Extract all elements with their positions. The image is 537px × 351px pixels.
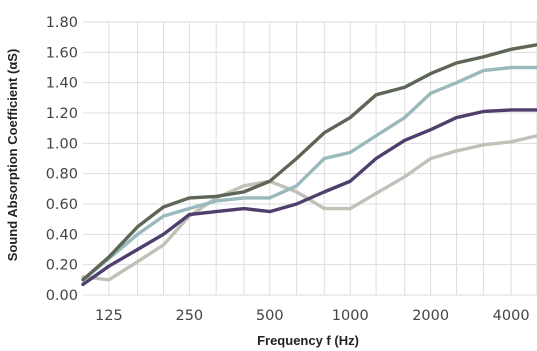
y-tick-label: 0.80: [46, 167, 78, 183]
x-axis-ticks: 125 250 500 1000 2000 4000: [95, 308, 530, 324]
series-line-3: [81, 65, 537, 282]
y-tick-label: 0.40: [46, 227, 78, 243]
series-layer: [81, 43, 537, 287]
x-tick-label: 500: [256, 308, 284, 324]
y-tick-label: 0.00: [46, 288, 78, 304]
x-axis-label: Frequency f (Hz): [257, 333, 359, 348]
x-tick-label: 250: [175, 308, 203, 324]
y-axis-label: Sound Absorption Coefficient (αS): [5, 49, 20, 262]
y-axis-ticks: 0.00 0.20 0.40 0.60 0.80 1.00 1.20 1.40 1.60 1.80: [46, 15, 78, 304]
series-line-4: [81, 43, 537, 282]
series-line-2: [81, 108, 537, 287]
y-tick-label: 0.60: [46, 197, 78, 213]
y-tick-label: 1.20: [46, 106, 78, 122]
y-tick-label: 0.20: [46, 258, 78, 274]
y-tick-label: 1.80: [46, 15, 78, 31]
y-tick-label: 1.40: [46, 76, 78, 92]
y-tick-label: 1.00: [46, 136, 78, 152]
series-line-1: [81, 134, 537, 282]
x-tick-label: 4000: [493, 308, 530, 324]
x-tick-label: 125: [95, 308, 123, 324]
y-tick-label: 1.60: [46, 45, 78, 61]
x-tick-label: 2000: [412, 308, 449, 324]
x-tick-label: 1000: [332, 308, 369, 324]
